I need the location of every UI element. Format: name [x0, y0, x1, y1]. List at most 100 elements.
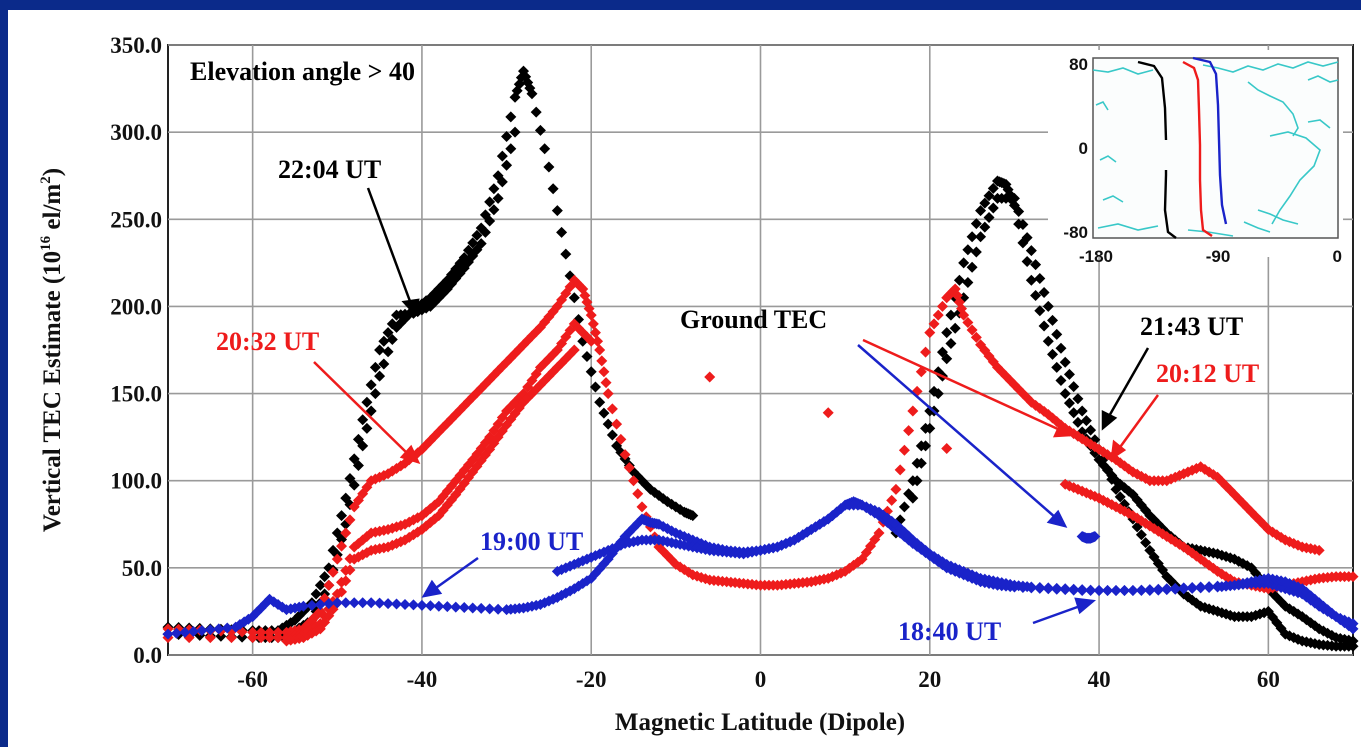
data-point: [881, 512, 893, 524]
data-point: [1135, 529, 1147, 541]
data-point: [458, 262, 470, 274]
data-point: [953, 274, 965, 286]
data-point: [1089, 530, 1101, 542]
data-point: [374, 370, 386, 382]
data-point: [424, 600, 436, 612]
data-point: [568, 344, 580, 356]
data-point: [941, 442, 953, 454]
data-point: [941, 353, 953, 365]
y-tick-label: 0.0: [133, 643, 162, 668]
inset-track-red: [1182, 60, 1213, 237]
data-point: [589, 381, 601, 393]
data-point: [505, 111, 517, 123]
data-point: [1021, 256, 1033, 268]
data-point: [818, 516, 830, 528]
data-point: [1347, 640, 1359, 652]
data-point: [1042, 300, 1054, 312]
data-point: [606, 403, 618, 415]
x-tick-label: 40: [1088, 667, 1111, 692]
data-point: [1140, 537, 1152, 549]
data-point: [247, 632, 259, 644]
data-point: [568, 292, 580, 304]
data-point: [983, 190, 995, 202]
series-8: [551, 499, 1359, 630]
data-point: [310, 588, 322, 600]
data-point: [704, 371, 716, 383]
data-point: [505, 352, 517, 364]
data-point: [539, 143, 551, 155]
data-point: [1127, 585, 1139, 597]
data-point: [594, 396, 606, 408]
data-point: [492, 603, 504, 615]
arrow-ground-tec-blue: [857, 344, 1068, 528]
inset-map: 80 0 -80 -180 -90 0: [1048, 50, 1343, 266]
inset-ytick-minus-80: -80: [1063, 223, 1088, 242]
data-point: [170, 627, 182, 639]
x-tick-label: -20: [576, 667, 607, 692]
data-point: [361, 422, 373, 434]
x-tick-labels: -60 -40 -20 0 20 40 60: [237, 667, 1280, 692]
data-point: [1034, 305, 1046, 317]
data-point: [1034, 581, 1046, 593]
y-tick-label: 350.0: [110, 33, 162, 58]
data-point: [374, 344, 386, 356]
data-point: [348, 453, 360, 465]
data-point: [1085, 424, 1097, 436]
data-point: [297, 600, 309, 612]
data-point: [556, 226, 568, 238]
data-point: [962, 244, 974, 256]
data-point: [336, 586, 348, 598]
data-point: [1030, 290, 1042, 302]
data-point: [970, 331, 982, 343]
data-point: [225, 632, 237, 644]
inset-track-gap: [1159, 140, 1169, 170]
data-point: [920, 440, 932, 452]
data-point: [1161, 583, 1173, 595]
data-point: [1025, 274, 1037, 286]
coastline-drawing: [1092, 61, 1339, 237]
data-point: [585, 335, 597, 347]
data-point: [979, 197, 991, 209]
data-point: [391, 598, 403, 610]
data-point: [1072, 393, 1084, 405]
grid-lines: [168, 44, 1353, 656]
data-point: [596, 355, 608, 367]
data-point: [1051, 361, 1063, 373]
data-point: [945, 309, 957, 321]
y-tick-label: 150.0: [110, 382, 162, 407]
data-point: [399, 598, 411, 610]
data-point: [1093, 585, 1105, 597]
data-point: [962, 317, 974, 329]
data-point: [416, 599, 428, 611]
data-point: [915, 457, 927, 469]
x-tick-label: -60: [237, 667, 268, 692]
data-point: [1186, 581, 1198, 593]
data-point: [348, 597, 360, 609]
data-point: [928, 318, 940, 330]
label-21-43-ut: 21:43 UT: [1140, 312, 1243, 341]
label-20-32-ut: 20:32 UT: [216, 327, 319, 356]
arrow-ground-tec-red: [862, 338, 1074, 438]
data-point: [213, 623, 225, 635]
data-point: [382, 598, 394, 610]
data-point: [344, 514, 356, 526]
data-point: [162, 628, 174, 640]
data-point: [1051, 582, 1063, 594]
data-point: [1059, 356, 1071, 368]
data-point: [898, 501, 910, 513]
series-9: [1076, 530, 1101, 544]
data-point: [1017, 219, 1029, 231]
data-point: [1034, 273, 1046, 285]
data-point: [374, 597, 386, 609]
data-point: [890, 483, 902, 495]
data-point: [1055, 342, 1067, 354]
data-point: [1038, 320, 1050, 332]
series-6: [281, 344, 580, 647]
x-tick-label: 0: [755, 667, 767, 692]
data-series: [162, 65, 1359, 652]
data-point: [314, 579, 326, 591]
elevation-angle-label: Elevation angle > 40: [190, 57, 415, 86]
inset-ytick-0: 0: [1079, 139, 1088, 158]
data-point: [484, 603, 496, 615]
data-point: [467, 237, 479, 249]
